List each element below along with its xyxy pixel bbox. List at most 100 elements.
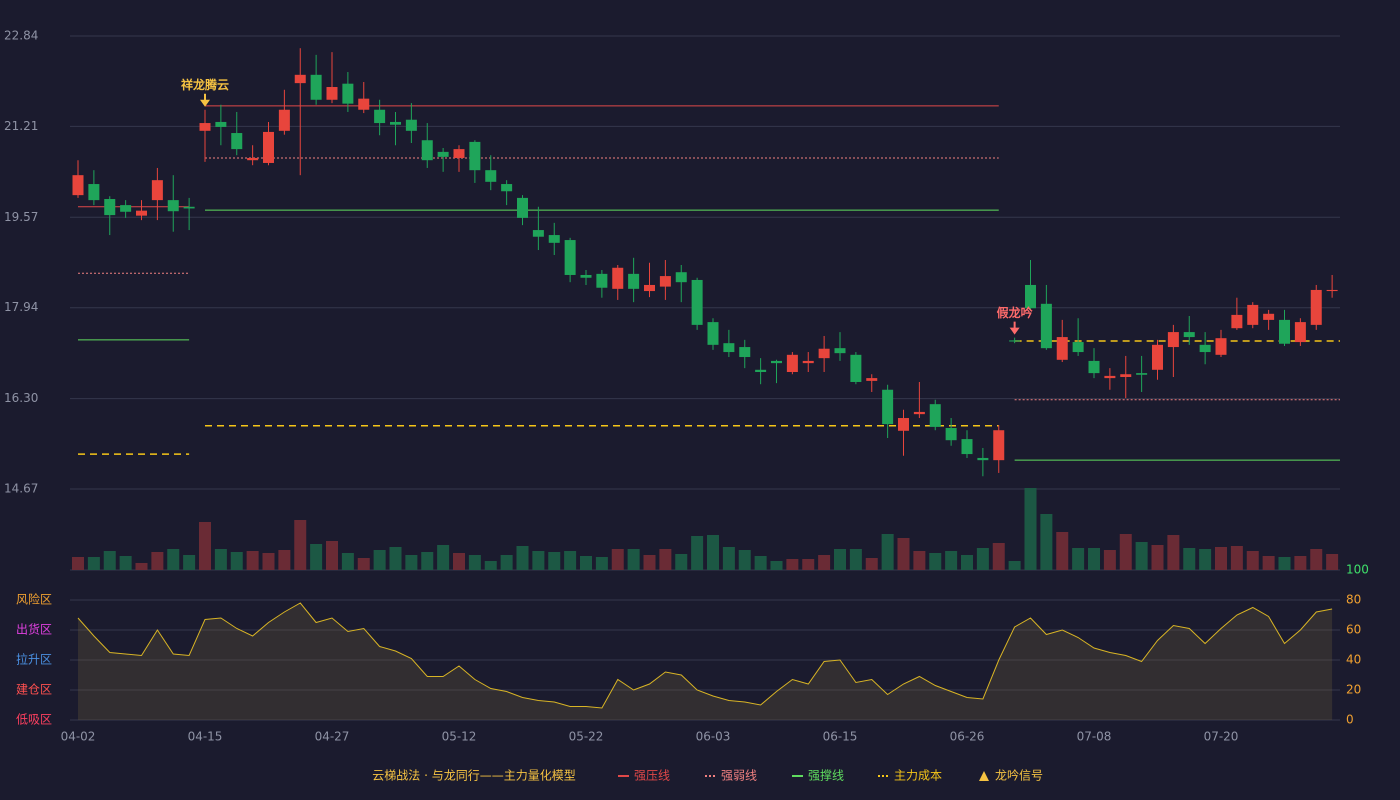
x-tick-label: 04-27: [315, 730, 350, 744]
signal-label: 祥龙腾云: [181, 77, 229, 92]
x-tick-label: 04-15: [188, 730, 223, 744]
candle-body: [850, 354, 862, 382]
volume-bar: [1262, 556, 1275, 570]
volume-bar: [675, 554, 688, 570]
candle-body: [1120, 374, 1132, 377]
volume-bar: [103, 551, 116, 570]
volume-bar: [357, 558, 370, 570]
candle-body: [167, 200, 179, 212]
candle-body: [564, 240, 576, 275]
volume-bar: [1088, 548, 1100, 570]
volume-bar: [310, 544, 323, 570]
volume-bar: [278, 550, 291, 570]
volume-bar: [341, 553, 354, 570]
y2-tick-label: 80: [1346, 593, 1361, 607]
x-tick-label: 05-22: [569, 730, 604, 744]
volume-bar: [1310, 549, 1323, 570]
candle-body: [310, 74, 322, 100]
volume-bar: [199, 522, 211, 570]
candle-body: [1167, 332, 1179, 348]
candle-body: [1072, 342, 1084, 353]
y-tick-label: 22.84: [4, 29, 38, 43]
volume-bar: [135, 563, 148, 570]
volume-bar: [548, 552, 561, 570]
oscillator-line: [77, 602, 1333, 709]
y2-tick-label: 60: [1346, 623, 1361, 637]
candle-body: [151, 180, 163, 201]
zone-label: 风险区: [16, 592, 52, 607]
candle-body: [405, 119, 417, 131]
volume-bar: [849, 549, 862, 570]
zone-label: 建仓区: [16, 683, 52, 697]
volume-bar: [389, 547, 402, 570]
candle-body: [1294, 322, 1306, 343]
volume-bar: [167, 549, 180, 570]
candle-body: [88, 184, 100, 201]
y-tick-label: 21.21: [4, 119, 38, 133]
volume-bar: [786, 559, 799, 570]
volume-bar: [1119, 534, 1132, 570]
candle-body: [72, 175, 84, 196]
zone-label: 拉升区: [16, 652, 52, 667]
signal-arrow: [1009, 327, 1020, 335]
volume-bar: [1151, 545, 1164, 570]
volume-bar: [1167, 535, 1180, 570]
volume-bar: [421, 552, 434, 570]
volume-bar: [294, 520, 307, 570]
volume-bar: [627, 549, 640, 570]
volume-bar: [230, 552, 243, 570]
volume-bar: [897, 538, 910, 570]
candle-body: [1104, 375, 1116, 379]
volume-bar: [484, 561, 497, 570]
candle-body: [1056, 337, 1068, 360]
volume-bar: [643, 555, 656, 570]
y-tick-label: 16.30: [4, 391, 38, 405]
candle-body: [866, 378, 878, 381]
candle-body: [278, 109, 290, 131]
volume-bar: [87, 557, 100, 570]
volume-bar: [468, 555, 481, 570]
volume-bar: [834, 549, 846, 570]
volume-bar: [945, 551, 958, 570]
x-tick-label: 07-08: [1077, 730, 1112, 744]
candle-body: [993, 430, 1005, 461]
candle-body: [263, 131, 274, 163]
candle-body: [755, 369, 767, 373]
volume-bar: [818, 555, 831, 570]
candle-body: [517, 197, 528, 218]
volume-bar: [183, 555, 196, 570]
volume-bar: [437, 545, 450, 570]
candle-body: [913, 411, 925, 415]
candle-body: [358, 98, 370, 110]
volume-bar: [1183, 548, 1196, 570]
volume-bar: [738, 550, 751, 570]
volume-bar: [691, 536, 704, 570]
volume-bar: [611, 549, 624, 570]
volume-bar: [659, 549, 672, 570]
legend-label: 主力成本: [894, 769, 942, 783]
candle-body: [1326, 289, 1338, 292]
candle-body: [580, 274, 592, 278]
candle-body: [199, 123, 211, 131]
volume-bar: [453, 553, 465, 570]
volume-bar: [119, 556, 132, 570]
signal-label: 假龙吟: [997, 305, 1033, 320]
candle-body: [1247, 304, 1259, 325]
y2-tick-label: 0: [1346, 713, 1354, 727]
candle-body: [485, 170, 497, 182]
candle-body: [453, 149, 465, 158]
candle-body: [834, 348, 846, 354]
volume-bar: [246, 551, 259, 570]
candle-body: [786, 354, 798, 373]
candle-body: [691, 279, 703, 325]
candle-body: [1215, 338, 1227, 355]
volume-bar: [1072, 548, 1085, 570]
candle-body: [1263, 313, 1275, 320]
volume-bar: [595, 557, 608, 570]
volume-bar: [770, 561, 783, 570]
candle-body: [818, 348, 830, 359]
volume-bar: [1326, 554, 1339, 570]
volume-bar: [516, 546, 529, 570]
volume-bar: [214, 549, 227, 570]
